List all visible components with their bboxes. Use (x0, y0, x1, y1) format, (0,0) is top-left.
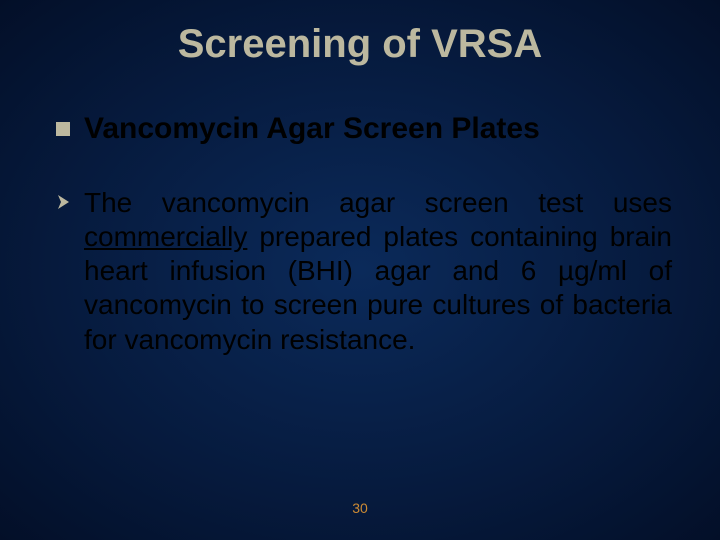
slide-title: Screening of VRSA (0, 22, 720, 67)
bullet-2-text: The vancomycin agar screen test uses com… (84, 186, 672, 357)
bullet-2-part1: The vancomycin agar screen test uses (84, 187, 672, 218)
bullet-2-underlined: commercially (84, 221, 247, 252)
bullet-2: The vancomycin agar screen test uses com… (56, 186, 672, 357)
page-number: 30 (0, 500, 720, 516)
bullet-1-text: Vancomycin Agar Screen Plates (84, 112, 540, 146)
bullet-1: Vancomycin Agar Screen Plates (56, 112, 664, 146)
arrow-bullet-icon (56, 194, 72, 210)
square-bullet-icon (56, 122, 70, 136)
slide: Screening of VRSA Vancomycin Agar Screen… (0, 0, 720, 540)
